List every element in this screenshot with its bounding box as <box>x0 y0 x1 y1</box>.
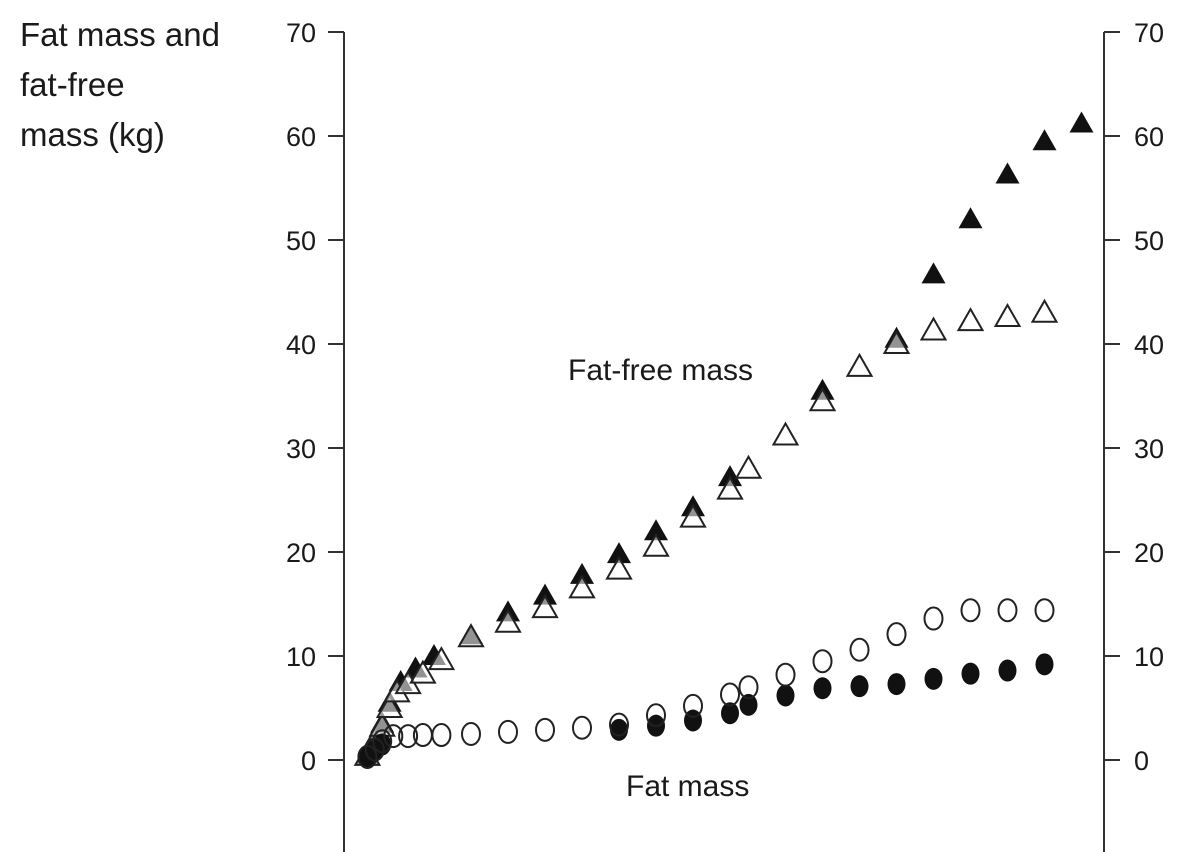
point-circle-open-15 <box>738 675 759 700</box>
point-circle-filled-8 <box>776 684 795 707</box>
point-circle-filled-7 <box>739 693 758 716</box>
y-axis-label-line-1: Fat mass and <box>20 16 220 53</box>
point-circle-filled-3 <box>610 718 628 741</box>
point-triangle-open-23 <box>993 302 1022 327</box>
point-triangle-filled-21 <box>1069 111 1094 133</box>
point-triangle-open-15 <box>716 475 744 500</box>
point-circle-open-23 <box>1034 598 1055 623</box>
point-triangle-filled-20 <box>1032 129 1057 151</box>
right-tick-label-60: 60 <box>1134 122 1164 152</box>
point-circle-open-8 <box>498 719 518 744</box>
right-tick-label-70: 70 <box>1134 18 1164 48</box>
point-circle-open-20 <box>923 606 944 631</box>
point-triangle-filled-17 <box>921 262 946 284</box>
point-circle-open-22 <box>997 598 1018 623</box>
left-tick-label-40: 40 <box>286 330 316 360</box>
right-tick-label-10: 10 <box>1134 642 1164 672</box>
point-circle-open-18 <box>849 637 870 662</box>
left-tick-label-30: 30 <box>286 434 316 464</box>
point-triangle-open-8 <box>457 623 485 648</box>
point-triangle-open-6 <box>409 659 437 684</box>
point-triangle-open-20 <box>882 329 911 354</box>
point-circle-open-11 <box>609 712 629 737</box>
point-triangle-open-19 <box>845 352 874 377</box>
point-circle-open-14 <box>720 682 740 707</box>
left-tick-label-10: 10 <box>286 642 316 672</box>
point-triangle-filled-10 <box>570 562 594 584</box>
point-triangle-open-10 <box>531 594 559 619</box>
point-triangle-filled-11 <box>607 542 631 564</box>
point-circle-open-17 <box>812 649 833 674</box>
point-circle-filled-11 <box>887 673 906 696</box>
point-triangle-filled-18 <box>958 207 983 229</box>
point-triangle-filled-19 <box>995 162 1020 184</box>
point-circle-filled-10 <box>850 675 869 698</box>
left-tick-label-20: 20 <box>286 538 316 568</box>
point-triangle-open-22 <box>956 307 985 332</box>
point-circle-open-3 <box>383 724 404 749</box>
y-axis-label-line-2: fat-free <box>20 66 125 103</box>
point-triangle-open-12 <box>605 555 633 580</box>
left-tick-label-0: 0 <box>301 746 316 776</box>
point-circle-open-21 <box>960 598 981 623</box>
point-circle-open-9 <box>535 717 555 742</box>
point-triangle-open-17 <box>771 421 800 446</box>
point-circle-open-1 <box>364 737 385 762</box>
point-circle-open-0 <box>357 744 378 769</box>
point-circle-open-4 <box>398 724 419 749</box>
point-circle-filled-13 <box>961 662 980 685</box>
right-tick-label-0: 0 <box>1134 746 1149 776</box>
fat-mass-label: Fat mass <box>626 770 750 803</box>
point-circle-filled-6 <box>721 702 739 725</box>
fat-free-mass-label: Fat-free mass <box>568 354 754 387</box>
left-tick-label-70: 70 <box>286 18 316 48</box>
point-triangle-open-18 <box>808 387 837 412</box>
right-tick-label-20: 20 <box>1134 538 1164 568</box>
left-tick-label-60: 60 <box>286 122 316 152</box>
point-circle-open-6 <box>431 723 452 748</box>
point-triangle-open-13 <box>642 532 670 557</box>
point-circle-filled-15 <box>1035 653 1054 676</box>
y-axis-label-line-3: mass (kg) <box>20 116 165 153</box>
point-circle-open-16 <box>775 662 796 687</box>
point-triangle-open-3 <box>375 693 404 718</box>
right-tick-label-50: 50 <box>1134 226 1164 256</box>
point-circle-open-13 <box>683 693 703 718</box>
point-triangle-open-11 <box>568 574 596 599</box>
right-tick-label-40: 40 <box>1134 330 1164 360</box>
point-circle-open-12 <box>646 703 666 728</box>
point-circle-filled-9 <box>813 677 832 700</box>
point-triangle-open-16 <box>734 454 763 479</box>
point-circle-filled-14 <box>998 659 1017 682</box>
point-circle-open-7 <box>461 722 481 746</box>
point-triangle-open-24 <box>1030 298 1059 323</box>
right-tick-label-30: 30 <box>1134 434 1164 464</box>
point-circle-open-2 <box>372 729 393 754</box>
point-triangle-open-21 <box>919 316 948 341</box>
point-triangle-open-7 <box>427 646 456 671</box>
point-circle-open-10 <box>572 715 592 740</box>
point-circle-open-19 <box>886 622 907 647</box>
left-tick-label-50: 50 <box>286 226 316 256</box>
point-triangle-open-14 <box>679 503 707 528</box>
point-circle-filled-12 <box>924 667 943 690</box>
point-triangle-filled-12 <box>644 519 668 541</box>
point-triangle-open-9 <box>494 608 522 633</box>
